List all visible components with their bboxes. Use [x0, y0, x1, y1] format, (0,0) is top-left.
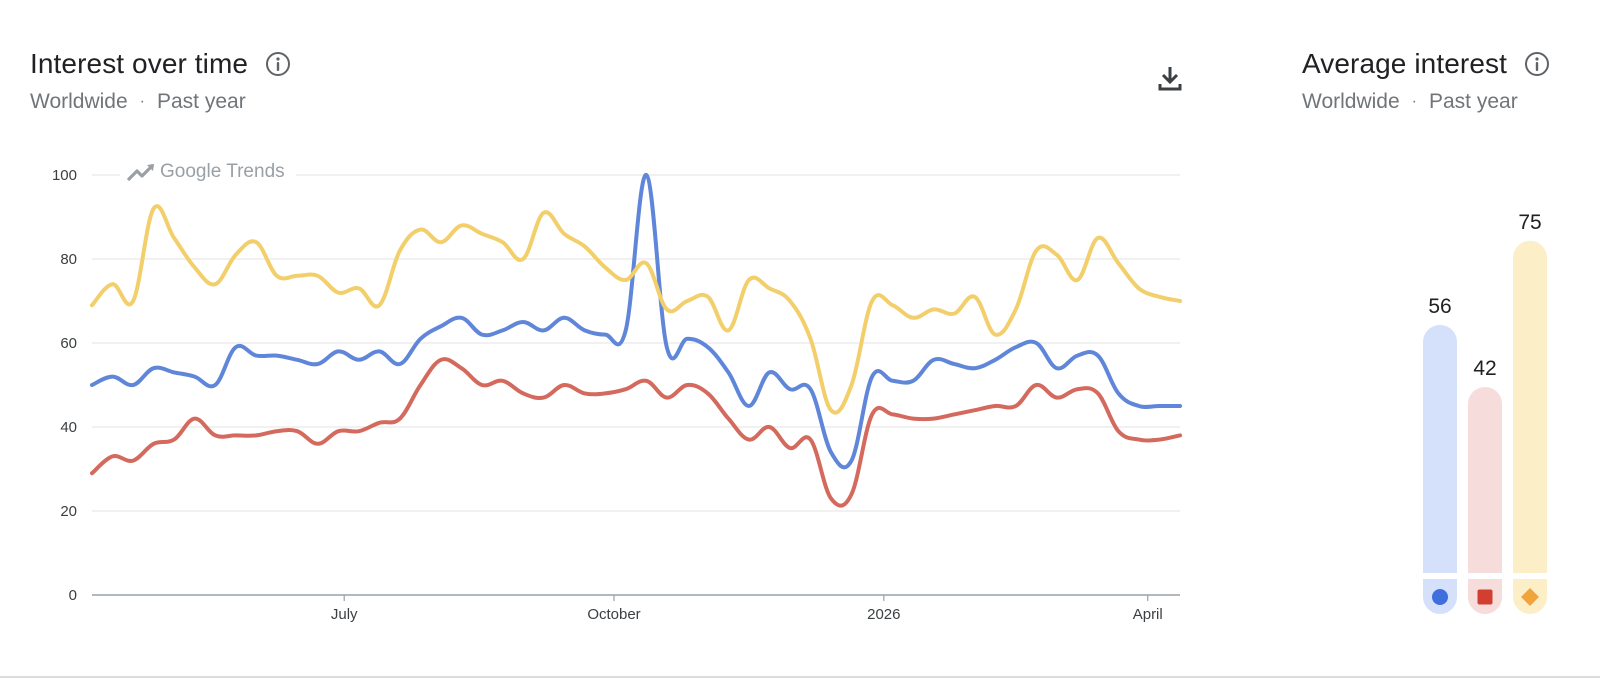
average-interest-header: Average interest	[1302, 48, 1551, 80]
interest-line-chart: 0 20 40 60 80 100 Google Trends July October 20…	[51, 158, 1182, 623]
square-marker-icon	[1477, 589, 1493, 605]
x-tick-label: October	[587, 606, 640, 623]
series-line-blue	[90, 172, 1182, 470]
watermark-label: Google Trends	[160, 161, 285, 182]
separator: ·	[1411, 93, 1417, 110]
period-label: Past year	[156, 90, 246, 113]
y-tick-label: 20	[60, 503, 77, 520]
region-label: Worldwide	[1302, 90, 1400, 113]
bar-yellow	[1513, 240, 1547, 573]
y-tick-label: 60	[60, 335, 77, 352]
trending-icon	[126, 163, 155, 182]
separator: ·	[139, 93, 145, 110]
series-lines	[90, 172, 1182, 508]
region-label: Worldwide	[30, 90, 128, 113]
bar-value-label: 56	[1428, 295, 1451, 318]
series-line-red	[90, 357, 1182, 508]
info-icon[interactable]	[264, 50, 292, 78]
bottom-divider	[0, 676, 1600, 678]
y-tick-label: 40	[60, 419, 77, 436]
interest-over-time-title: Interest over time	[30, 48, 249, 79]
grid: 0 20 40 60 80 100	[52, 167, 1180, 604]
bar-value-label: 42	[1473, 357, 1496, 380]
download-icon	[1158, 67, 1182, 91]
interest-over-time-panel: Interest over time Worldwide · Past year…	[30, 48, 1190, 623]
bar-blue	[1423, 324, 1457, 573]
interest-over-time-header: Interest over time	[30, 48, 292, 80]
x-tick-label: April	[1133, 606, 1163, 623]
x-axis: July October 2026 April	[331, 595, 1163, 623]
x-tick-label: 2026	[867, 606, 900, 623]
average-interest-subtitle: Worldwide · Past year	[1302, 90, 1518, 114]
y-tick-label: 100	[52, 167, 77, 184]
average-interest-panel: Average interest Worldwide · Past year 5…	[1290, 0, 1600, 678]
y-tick-label: 0	[69, 587, 77, 604]
x-tick-label: July	[331, 606, 358, 623]
google-trends-watermark: Google Trends	[120, 158, 296, 184]
period-label: Past year	[1428, 90, 1518, 113]
average-interest-title: Average interest	[1302, 48, 1507, 79]
info-icon[interactable]	[1523, 50, 1551, 78]
bar-value-label: 75	[1518, 211, 1541, 234]
average-interest-bar-chart: 56 42 75	[1423, 211, 1547, 614]
circle-marker-icon	[1432, 589, 1448, 605]
interest-over-time-subtitle: Worldwide · Past year	[30, 90, 246, 114]
y-tick-label: 80	[60, 251, 77, 268]
diamond-marker-icon	[1521, 588, 1539, 606]
download-button[interactable]	[1150, 58, 1190, 98]
bar-red	[1468, 386, 1502, 573]
series-line-yellow	[90, 204, 1182, 415]
